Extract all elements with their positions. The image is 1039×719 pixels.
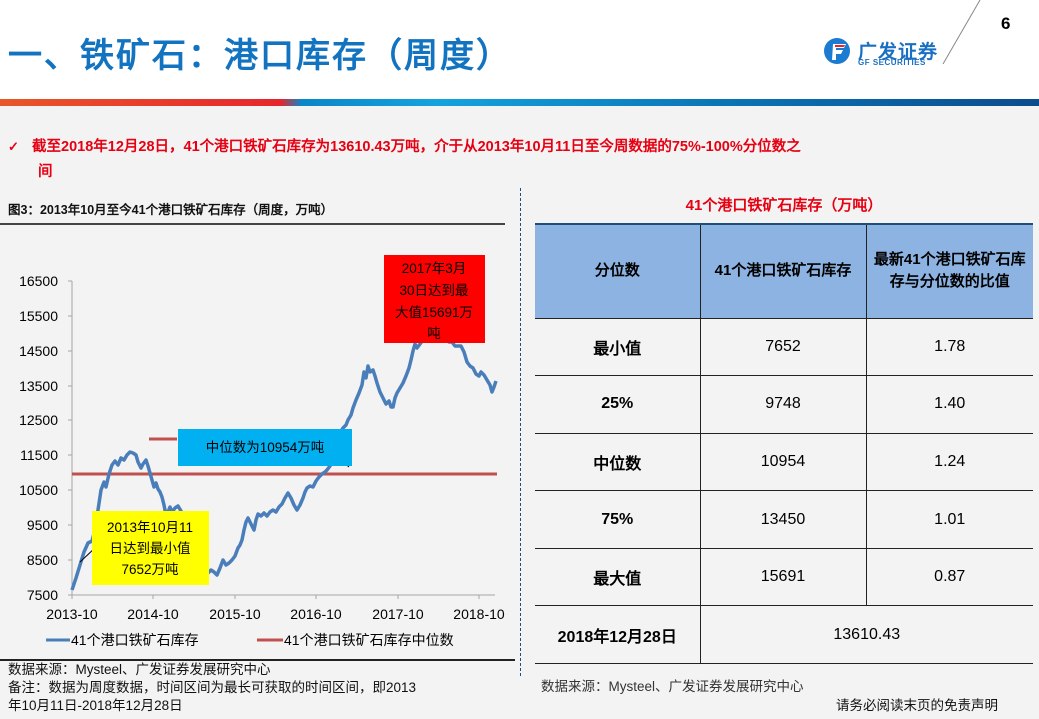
annotation-median-text: 中位数为10954万吨 xyxy=(206,440,325,455)
page-title: 一、铁矿石：港口库存（周度） xyxy=(8,36,512,76)
figure-source-text: 数据来源：Mysteel、广发证券发展研究中心 xyxy=(8,662,271,677)
gf-logo-icon xyxy=(824,38,850,64)
row-label: 25% xyxy=(535,375,701,434)
latest-date-label: 2018年12月28日 xyxy=(535,605,701,665)
row-value: 9748 xyxy=(699,375,867,434)
figure-note-line1: 备注：数据为周度数据，时间区间为最长可获取的时间区间，即2013 xyxy=(8,680,417,695)
figure-note-line2: 年10月11日-2018年12月28日 xyxy=(8,698,183,713)
svg-text:2016-10: 2016-10 xyxy=(290,606,342,622)
key-finding-line2: 间 xyxy=(38,164,53,180)
col-header-percentile: 分位数 xyxy=(535,223,701,319)
table-row: 最小值 7652 1.78 xyxy=(535,317,1033,377)
svg-text:2014-10: 2014-10 xyxy=(127,606,179,622)
row-value: 7652 xyxy=(699,317,867,377)
annotation-min-box xyxy=(92,511,209,585)
table-row: 75% 13450 1.01 xyxy=(535,490,1033,549)
svg-text:14500: 14500 xyxy=(19,343,58,359)
svg-text:大值15691万: 大值15691万 xyxy=(395,305,473,320)
logo-text-en: GF SECURITIES xyxy=(858,58,926,67)
row-ratio: 1.78 xyxy=(865,317,1033,377)
y-axis-labels: 16500 15500 14500 13500 12500 11500 1050… xyxy=(19,273,58,603)
decorative-slash xyxy=(942,0,981,65)
col-header-inventory: 41个港口铁矿石库存 xyxy=(699,223,867,319)
row-ratio: 1.24 xyxy=(865,432,1033,492)
annotation-min-text: 2013年10月11 xyxy=(107,520,193,535)
table-row: 25% 9748 1.40 xyxy=(535,375,1033,434)
column-divider xyxy=(520,188,521,676)
annotation-max-box xyxy=(384,255,485,343)
x-axis-labels: 2013-10 2014-10 2015-10 2016-10 2017-10 … xyxy=(46,606,505,622)
svg-text:16500: 16500 xyxy=(19,273,58,289)
svg-text:13500: 13500 xyxy=(19,378,58,394)
page-number: 6 xyxy=(1001,14,1011,33)
row-ratio: 0.87 xyxy=(865,547,1033,607)
annotation-median-box xyxy=(178,429,352,466)
row-value: 15691 xyxy=(699,547,867,607)
svg-text:11500: 11500 xyxy=(20,447,58,463)
key-finding-line1: 截至2018年12月28日，41个港口铁矿石库存为13610.43万吨，介于从2… xyxy=(32,139,801,155)
svg-text:2015-10: 2015-10 xyxy=(209,606,261,622)
row-label: 75% xyxy=(535,490,701,549)
source-rule xyxy=(0,659,515,661)
table-title: 41个港口铁矿石库存（万吨） xyxy=(685,197,883,214)
svg-text:吨: 吨 xyxy=(427,326,441,341)
table-row: 中位数 10954 1.24 xyxy=(535,432,1033,492)
row-ratio: 1.01 xyxy=(865,490,1033,549)
table-row: 最大值 15691 0.87 xyxy=(535,547,1033,607)
check-icon: ✓ xyxy=(8,139,19,154)
row-label: 中位数 xyxy=(535,432,701,492)
svg-text:2013-10: 2013-10 xyxy=(46,606,98,622)
row-value: 13450 xyxy=(699,490,867,549)
svg-text:30日达到最: 30日达到最 xyxy=(399,283,469,298)
figure-title-rule xyxy=(0,223,505,225)
key-finding: ✓ 截至2018年12月28日，41个港口铁矿石库存为13610.43万吨，介于从… xyxy=(8,134,1033,185)
svg-text:7652万吨: 7652万吨 xyxy=(121,562,178,577)
chart-legend: 41个港口铁矿石库存 41个港口铁矿石库存中位数 xyxy=(46,632,454,648)
row-value: 10954 xyxy=(699,432,867,492)
row-ratio: 1.40 xyxy=(865,375,1033,434)
annotation-max-text: 2017年3月 xyxy=(402,261,467,276)
gf-securities-logo: 广发证券 GF SECURITIES xyxy=(822,36,972,72)
percentile-table: 分位数 41个港口铁矿石库存 最新41个港口铁矿石库存与分位数的比值 最小值 7… xyxy=(535,223,1033,665)
svg-text:10500: 10500 xyxy=(19,482,58,498)
disclaimer: 请务必阅读末页的免责声明 xyxy=(836,698,998,713)
slide-header: 一、铁矿石：港口库存（周度） 广发证券 GF SECURITIES 6 xyxy=(0,0,1039,100)
svg-text:2018-10: 2018-10 xyxy=(453,606,505,622)
x-axis-ticks xyxy=(71,595,480,599)
header-rule xyxy=(0,99,1039,106)
col-header-ratio: 最新41个港口铁矿石库存与分位数的比值 xyxy=(865,223,1033,319)
svg-text:8500: 8500 xyxy=(27,552,58,568)
legend-series-label: 41个港口铁矿石库存 xyxy=(71,632,199,648)
legend-median-label: 41个港口铁矿石库存中位数 xyxy=(284,632,454,648)
figure-title: 图3：2013年10月至今41个港口铁矿石库存（周度，万吨） xyxy=(8,203,334,217)
svg-text:日达到最小值: 日达到最小值 xyxy=(110,541,191,556)
row-label: 最小值 xyxy=(535,317,701,377)
inventory-line-chart: 16500 15500 14500 13500 12500 11500 1050… xyxy=(19,255,505,648)
svg-text:9500: 9500 xyxy=(27,517,58,533)
row-label: 最大值 xyxy=(535,547,701,607)
figure-source: 数据来源：Mysteel、广发证券发展研究中心 备注：数据为周度数据，时间区间为… xyxy=(8,661,508,715)
table-header-row: 分位数 41个港口铁矿石库存 最新41个港口铁矿石库存与分位数的比值 xyxy=(535,223,1033,319)
y-axis-ticks xyxy=(68,280,72,596)
svg-text:7500: 7500 xyxy=(27,587,58,603)
logo-text-cn: 广发证券 xyxy=(858,41,939,63)
latest-value: 13610.43 xyxy=(699,605,1033,665)
svg-text:12500: 12500 xyxy=(19,412,58,428)
svg-text:2017-10: 2017-10 xyxy=(372,606,424,622)
table-source: 数据来源：Mysteel、广发证券发展研究中心 xyxy=(541,679,804,694)
table-row-latest: 2018年12月28日 13610.43 xyxy=(535,605,1033,665)
svg-text:15500: 15500 xyxy=(19,308,58,324)
